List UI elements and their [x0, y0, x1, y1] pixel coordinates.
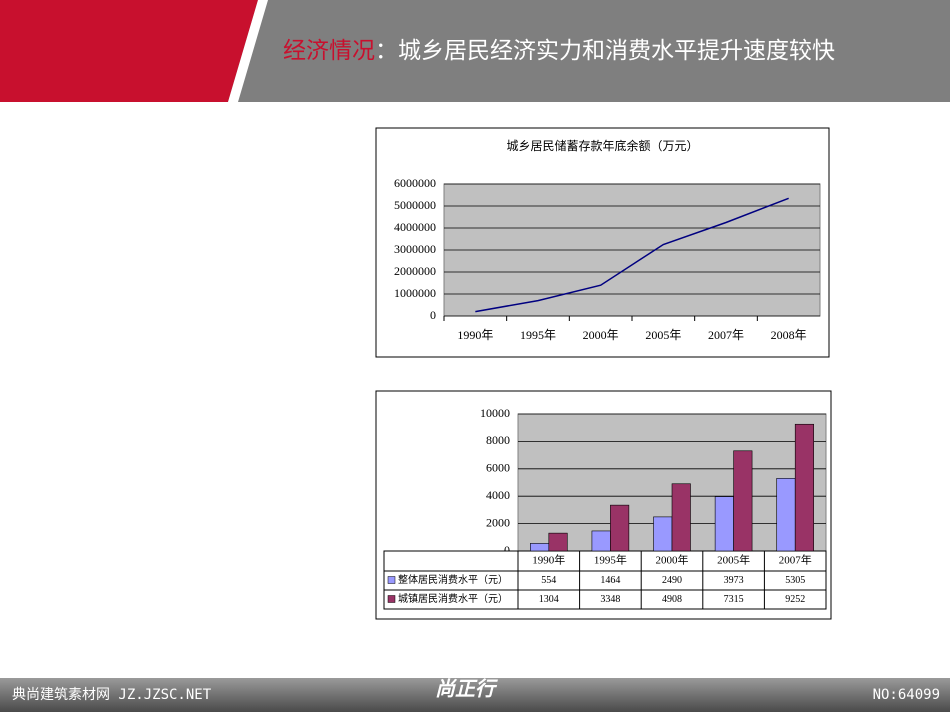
bar — [548, 532, 568, 552]
bar — [591, 530, 611, 552]
x-tick-label: 2000年 — [583, 328, 619, 342]
bar — [610, 504, 630, 552]
header-accent — [0, 0, 258, 102]
bar — [714, 496, 734, 552]
y-tick-label: 0 — [430, 308, 436, 322]
footer-bar — [0, 678, 950, 712]
y-tick-label: 2000 — [486, 515, 510, 529]
bar — [671, 483, 691, 552]
header-stripe — [228, 0, 268, 102]
x-tick-label: 1990年 — [457, 328, 493, 342]
x-tick-label: 2000年 — [656, 553, 689, 567]
table-value: 3348 — [600, 594, 620, 605]
chart-title: 城乡居民储蓄存款年底余额（万元） — [506, 138, 698, 153]
y-tick-label: 0 — [504, 543, 510, 557]
y-tick-label: 6000 — [486, 461, 510, 475]
x-tick-label: 1995年 — [594, 553, 627, 567]
x-tick-label: 2008年 — [771, 328, 807, 342]
y-tick-label: 6000000 — [394, 176, 436, 190]
x-tick-label: 2005年 — [645, 328, 681, 342]
x-tick-label: 2007年 — [779, 553, 812, 567]
bar — [530, 543, 550, 552]
legend-swatch — [387, 595, 396, 603]
x-tick-label: 1995年 — [520, 328, 556, 342]
footer-logo: 尚正行 — [435, 677, 498, 701]
bar — [794, 423, 814, 552]
table-value: 7315 — [724, 594, 744, 605]
x-tick-label: 1990年 — [532, 553, 565, 567]
legend-swatch — [387, 576, 396, 584]
y-tick-label: 4000 — [486, 488, 510, 502]
y-tick-label: 1000000 — [394, 286, 436, 300]
bar — [733, 450, 753, 552]
y-tick-label: 4000000 — [394, 220, 436, 234]
title-rest: ：城乡居民经济实力和消费水平提升速度较快 — [375, 38, 835, 63]
title-highlight: 经济情况 — [283, 38, 375, 63]
header-title: 经济情况：城乡居民经济实力和消费水平提升速度较快 — [283, 38, 835, 63]
table-frame — [383, 550, 827, 610]
table-value: 2490 — [662, 575, 682, 586]
legend-label: 整体居民消费水平（元） — [398, 573, 508, 586]
y-tick-label: 10000 — [480, 406, 510, 420]
x-tick-label: 2005年 — [717, 553, 750, 567]
y-tick-label: 2000000 — [394, 264, 436, 278]
footer-right: NO:64099 — [873, 687, 940, 703]
bar — [776, 478, 796, 552]
y-tick-label: 8000 — [486, 433, 510, 447]
table-value: 1464 — [600, 575, 620, 586]
legend-label: 城镇居民消费水平（元） — [398, 592, 508, 605]
table-value: 554 — [541, 575, 556, 586]
table-value: 3973 — [724, 575, 744, 586]
y-tick-label: 5000000 — [394, 198, 436, 212]
table-value: 1304 — [539, 594, 559, 605]
data-line — [475, 197, 789, 313]
bar — [653, 516, 673, 552]
footer-left: 典尚建筑素材网 JZ.JZSC.NET — [12, 687, 212, 703]
table-value: 4908 — [662, 594, 682, 605]
table-value: 5305 — [785, 575, 805, 586]
y-tick-label: 3000000 — [394, 242, 436, 256]
table-value: 9252 — [785, 594, 805, 605]
x-tick-label: 2007年 — [708, 328, 744, 342]
